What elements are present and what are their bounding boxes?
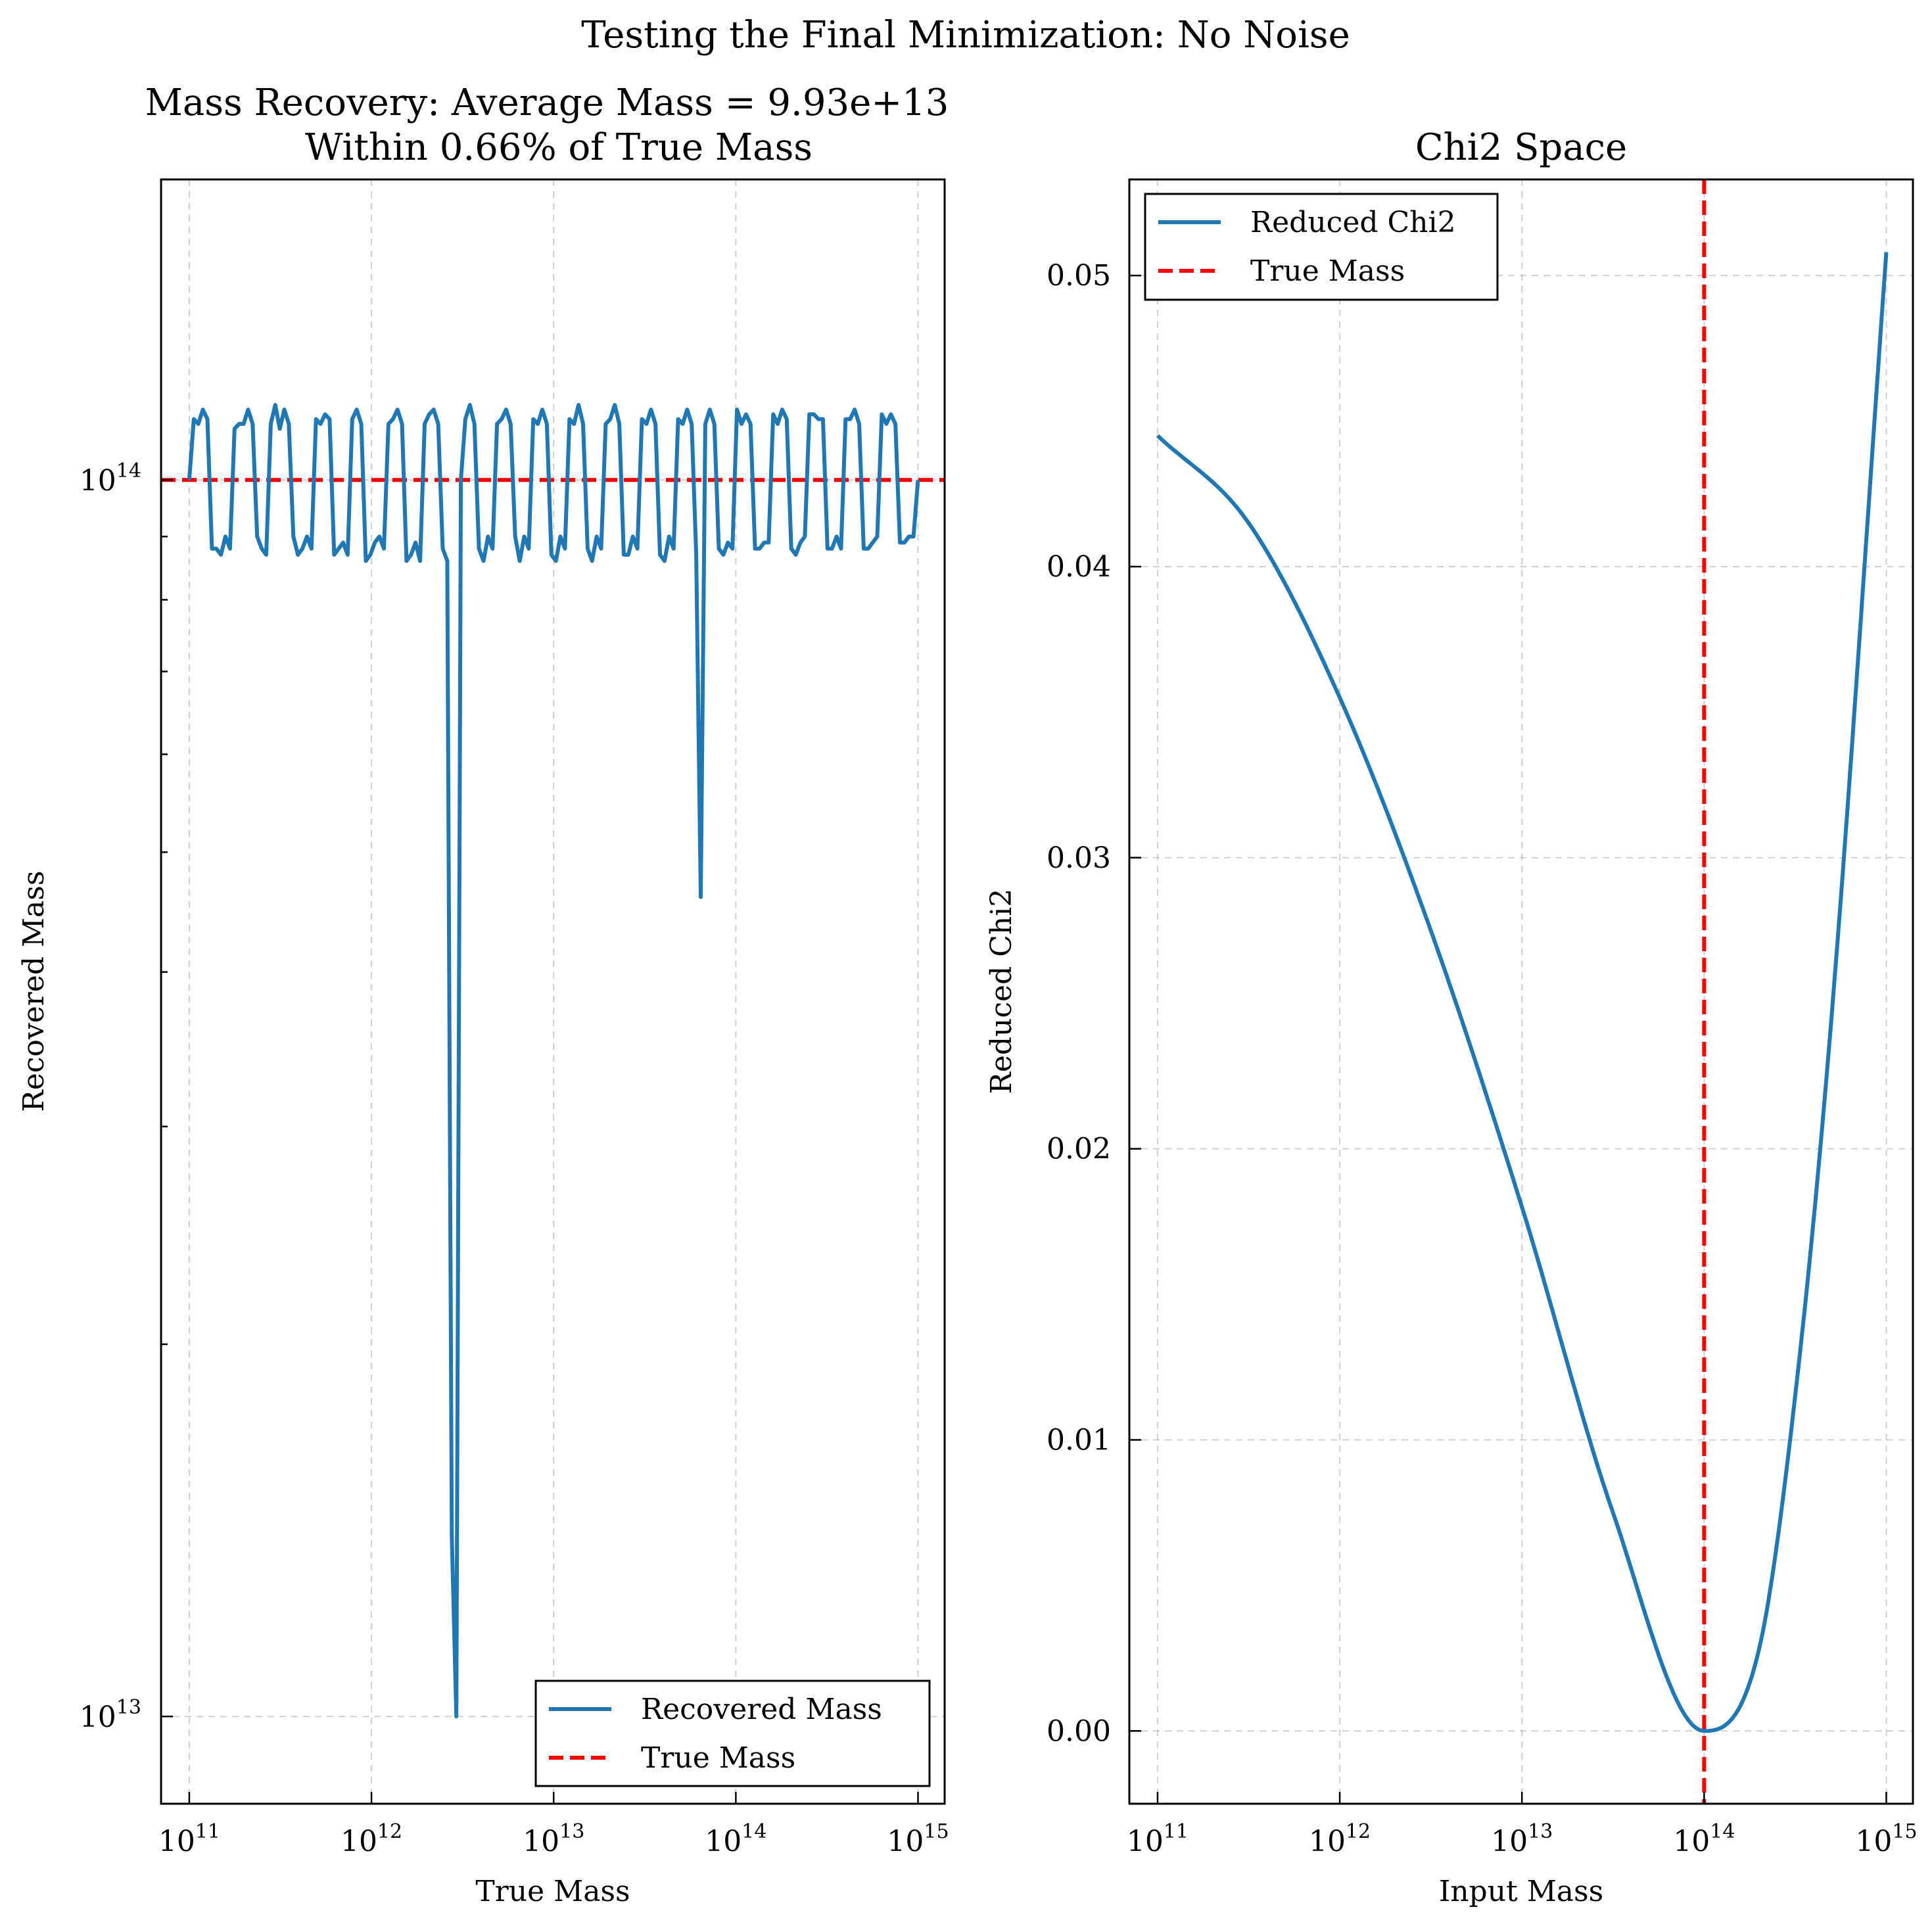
right-ytick-label-4: 0.04 bbox=[1047, 550, 1111, 584]
left-xtick-label-4-base: 10 bbox=[887, 1825, 924, 1858]
left-xtick-label-3-exponent: 14 bbox=[742, 1820, 766, 1843]
right-ytick-label-0: 0.00 bbox=[1047, 1714, 1111, 1748]
right-xtick-label-4-base: 10 bbox=[1855, 1825, 1892, 1858]
right-xtick-label-2-exponent: 13 bbox=[1528, 1820, 1553, 1843]
left-ytick-label-1-exponent: 14 bbox=[116, 459, 141, 482]
right-xtick-label-1: 1012 bbox=[1309, 1820, 1371, 1858]
mass-recovery-panel: Mass Recovery: Average Mass = 9.93e+13 W… bbox=[17, 82, 949, 1908]
right-title: Chi2 Space bbox=[1415, 126, 1627, 169]
left-ytick-label-0: 1013 bbox=[80, 1696, 141, 1734]
left-xtick-label-3: 1014 bbox=[705, 1820, 766, 1858]
figure-suptitle: Testing the Final Minimization: No Noise bbox=[581, 14, 1350, 57]
left-legend-label-true: True Mass bbox=[641, 1741, 795, 1775]
right-xtick-label-0-base: 10 bbox=[1127, 1825, 1164, 1858]
right-xtick-label-3-base: 10 bbox=[1673, 1825, 1710, 1858]
right-reduced-chi2-line bbox=[1156, 252, 1889, 1733]
right-axes-frame bbox=[1128, 178, 1914, 1805]
right-xtick-label-2: 1013 bbox=[1491, 1820, 1553, 1858]
left-xtick-label-4: 1015 bbox=[887, 1820, 949, 1858]
right-xtick-label-3: 1014 bbox=[1673, 1820, 1735, 1858]
right-xtick-label-0-exponent: 11 bbox=[1164, 1820, 1189, 1843]
left-xtick-label-4-exponent: 15 bbox=[924, 1820, 949, 1843]
right-xtick-label-1-exponent: 12 bbox=[1346, 1820, 1371, 1843]
left-title-line2: Within 0.66% of True Mass bbox=[305, 126, 813, 169]
left-xtick-label-1-base: 10 bbox=[341, 1825, 377, 1858]
left-xtick-label-2-base: 10 bbox=[523, 1825, 559, 1858]
left-ylabel: Recovered Mass bbox=[17, 871, 51, 1112]
left-legend-label-recovered: Recovered Mass bbox=[641, 1693, 882, 1726]
right-ytick-label-5: 0.05 bbox=[1047, 259, 1111, 293]
right-gridlines bbox=[1129, 179, 1913, 1804]
left-xtick-label-0-base: 10 bbox=[158, 1825, 195, 1858]
left-xtick-label-1: 1012 bbox=[341, 1820, 402, 1858]
right-ytick-label-2: 0.02 bbox=[1047, 1133, 1111, 1166]
left-ytick-label-1-base: 10 bbox=[80, 464, 116, 498]
right-xlabel: Input Mass bbox=[1439, 1875, 1603, 1908]
right-ticks: 1011 1012 1013 1014 10150.000.010.020.030.04… bbox=[1047, 259, 1918, 1858]
chi2-space-panel: Chi2 Space 1011 1012 1013 1014 10150.000.010… bbox=[985, 126, 1918, 1908]
left-xtick-label-0-exponent: 11 bbox=[195, 1820, 220, 1843]
left-ytick-label-0-base: 10 bbox=[80, 1701, 116, 1734]
right-xtick-label-3-exponent: 14 bbox=[1710, 1820, 1735, 1843]
left-xtick-label-3-base: 10 bbox=[705, 1825, 742, 1858]
right-xtick-label-2-base: 10 bbox=[1491, 1825, 1528, 1858]
right-legend-label-chi2: Reduced Chi2 bbox=[1250, 206, 1456, 239]
right-xtick-label-1-base: 10 bbox=[1309, 1825, 1346, 1858]
left-xtick-label-2: 1013 bbox=[523, 1820, 584, 1858]
right-legend-label-true: True Mass bbox=[1250, 254, 1405, 288]
left-recovered-mass-line bbox=[187, 403, 920, 1719]
left-xtick-label-0: 1011 bbox=[158, 1820, 220, 1858]
left-ytick-label-0-exponent: 13 bbox=[116, 1696, 141, 1719]
left-recovered-mass-series bbox=[187, 403, 920, 1719]
right-legend: Reduced Chi2 True Mass bbox=[1144, 193, 1499, 301]
right-ylabel: Reduced Chi2 bbox=[985, 889, 1018, 1094]
right-xtick-label-4: 1015 bbox=[1855, 1820, 1917, 1858]
right-ytick-label-1: 0.01 bbox=[1047, 1423, 1111, 1457]
right-xtick-label-4-exponent: 15 bbox=[1892, 1820, 1917, 1843]
right-reduced-chi2-series bbox=[1156, 252, 1889, 1733]
left-xlabel: True Mass bbox=[475, 1875, 630, 1908]
left-xtick-label-2-exponent: 13 bbox=[559, 1820, 584, 1843]
right-xtick-label-0: 1011 bbox=[1127, 1820, 1189, 1858]
left-title-line1: Mass Recovery: Average Mass = 9.93e+13 bbox=[145, 82, 949, 124]
right-ytick-label-3: 0.03 bbox=[1047, 841, 1111, 875]
left-ytick-label-1: 1014 bbox=[80, 459, 141, 498]
left-legend: Recovered Mass True Mass bbox=[534, 1679, 931, 1787]
left-xtick-label-1-exponent: 12 bbox=[377, 1820, 402, 1843]
